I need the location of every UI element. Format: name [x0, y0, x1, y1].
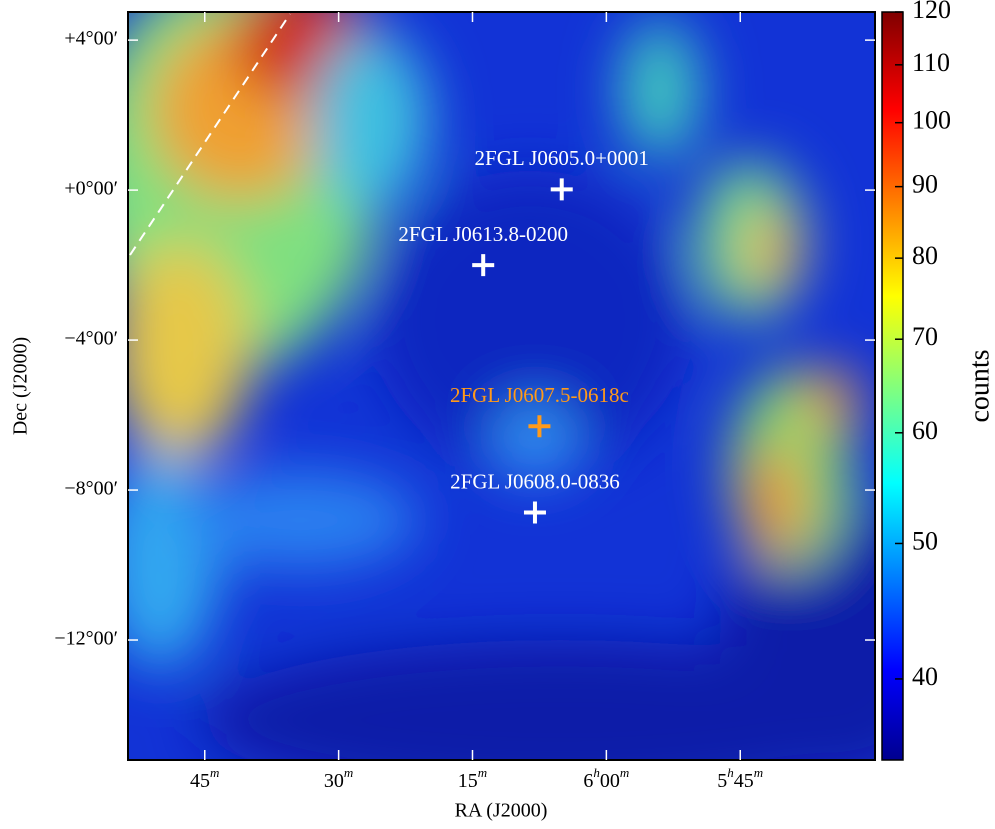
chart: RA (J2000) Dec (J2000) counts 45m 30m 15m 6… [0, 0, 995, 829]
y-tick-label: −4°00′ [64, 328, 118, 350]
x-tick-label: 30m [324, 765, 353, 792]
source-label: 2FGL J0607.5-0618c [450, 383, 629, 407]
colorbar-tick-label: 70 [912, 322, 938, 351]
x-tick-label: 15m [458, 765, 487, 792]
y-tick-label: −12°00′ [54, 628, 118, 650]
colorbar-tick-label: 50 [912, 526, 938, 555]
colorbar [882, 12, 903, 760]
x-axis-label: RA (J2000) [455, 800, 548, 822]
y-tick-label: +4°00′ [64, 28, 118, 50]
y-tick-label: +0°00′ [64, 178, 118, 200]
x-tick-label: 5h45m [717, 765, 763, 792]
source-label: 2FGL J0608.0-0836 [450, 469, 620, 493]
source-label: 2FGL J0613.8-0200 [398, 222, 568, 246]
y-tick-label: −8°00′ [64, 478, 118, 500]
colorbar-tick-label: 110 [912, 48, 950, 77]
x-tick-label: 6h00m [583, 765, 629, 792]
y-axis-label: Dec (J2000) [10, 337, 32, 435]
colorbar-tick-label: 60 [912, 416, 938, 445]
source-label: 2FGL J0605.0+0001 [475, 146, 649, 170]
colorbar-tick-label: 40 [912, 662, 938, 691]
colorbar-label: counts [964, 349, 995, 422]
colorbar-tick-label: 120 [912, 0, 951, 24]
colorbar-tick-label: 90 [912, 170, 938, 199]
colorbar-tick-label: 100 [912, 106, 951, 135]
x-tick-label: 45m [190, 765, 219, 792]
colorbar-tick-label: 80 [912, 241, 938, 270]
